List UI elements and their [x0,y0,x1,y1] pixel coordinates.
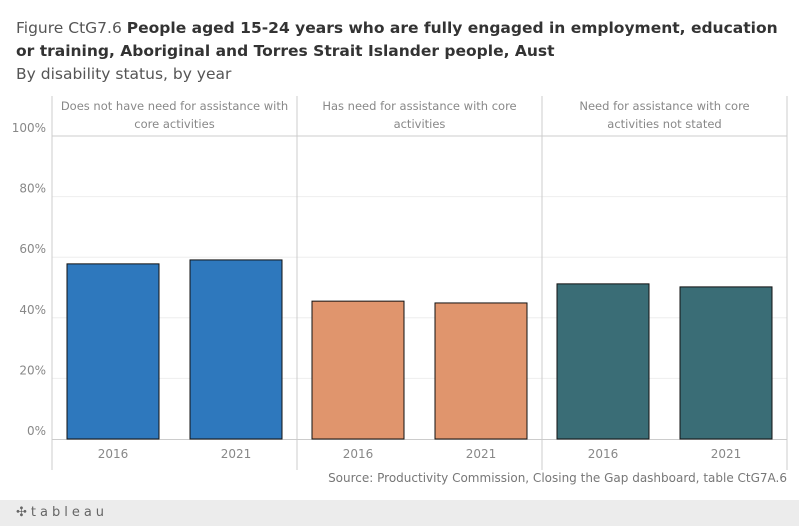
y-tick-label: 100% [12,121,46,135]
y-tick-label: 20% [19,363,46,377]
y-tick-label: 0% [27,424,46,438]
panel-header-label: Need for assistance with core [579,99,749,113]
bar-2021 [679,286,773,440]
bar-chart: 0% 20% 40% 60% 80% 100% Does not have need for… [12,96,788,470]
chart-title: Figure CtG7.6 People aged 15-24 years wh… [16,17,796,63]
x-tick-label: 2016 [98,447,129,461]
panel-header-label: core activities [134,117,214,131]
x-tick-label: 2021 [221,447,252,461]
bar-2016 [556,283,650,440]
tableau-logo[interactable]: ✣tableau [16,505,108,520]
footer-bar [0,500,799,526]
y-tick-label: 80% [19,182,46,196]
panel-header-label: activities not stated [607,117,721,131]
source-note: Source: Productivity Commission, Closing… [328,471,787,485]
y-tick-label: 40% [19,303,46,317]
bar-2016 [311,300,405,440]
x-tick-label: 2016 [588,447,619,461]
x-tick-label: 2016 [343,447,374,461]
title-text: People aged 15-24 years who are fully en… [16,19,778,60]
bar-2021 [434,302,528,440]
bar-2016 [66,263,160,440]
panel-header-label: Does not have need for assistance with [61,99,288,113]
bar-2021 [189,259,283,440]
x-tick-label: 2021 [711,447,742,461]
logo-text: tableau [30,505,109,520]
panel-header-label: Has need for assistance with core [322,99,516,113]
figure-prefix: Figure CtG7.6 [16,19,122,37]
x-tick-label: 2021 [466,447,497,461]
y-tick-label: 60% [19,242,46,256]
chart-subtitle: By disability status, by year [16,65,232,83]
tableau-plus-icon: ✣ [16,505,31,520]
panel-header-label: activities [394,117,446,131]
